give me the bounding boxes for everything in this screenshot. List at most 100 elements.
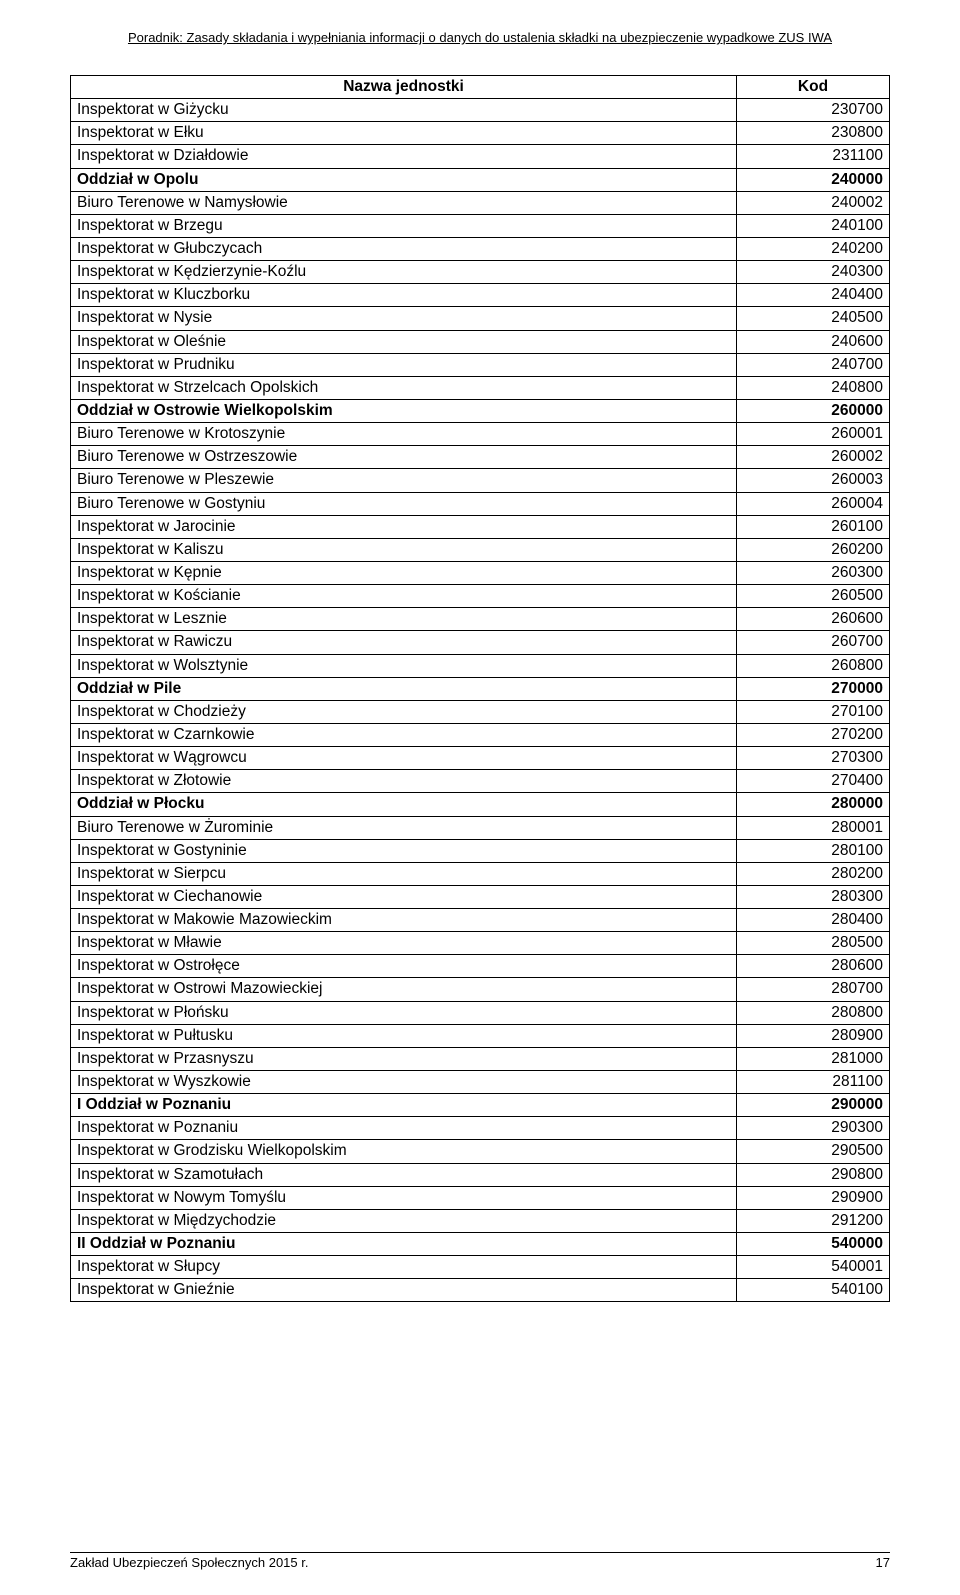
table-row: Oddział w Płocku280000 (71, 793, 890, 816)
cell-name: Inspektorat w Szamotułach (71, 1163, 737, 1186)
cell-code: 260700 (737, 631, 890, 654)
table-row: Inspektorat w Ostrołęce280600 (71, 955, 890, 978)
table-row: Inspektorat w Kaliszu260200 (71, 538, 890, 561)
table-row: Biuro Terenowe w Gostyniu260004 (71, 492, 890, 515)
footer-text: Zakład Ubezpieczeń Społecznych 2015 r. (70, 1555, 308, 1570)
cell-code: 240200 (737, 237, 890, 260)
cell-code: 291200 (737, 1209, 890, 1232)
cell-name: I Oddział w Poznaniu (71, 1094, 737, 1117)
table-row: Inspektorat w Międzychodzie291200 (71, 1209, 890, 1232)
table-row: Inspektorat w Prudniku240700 (71, 353, 890, 376)
table-header-row: Nazwa jednostki Kod (71, 76, 890, 99)
cell-name: Inspektorat w Chodzieży (71, 700, 737, 723)
cell-name: Biuro Terenowe w Namysłowie (71, 191, 737, 214)
cell-name: Biuro Terenowe w Krotoszynie (71, 423, 737, 446)
table-row: Inspektorat w Złotowie270400 (71, 770, 890, 793)
cell-code: 260100 (737, 515, 890, 538)
col-header-name: Nazwa jednostki (71, 76, 737, 99)
cell-name: Inspektorat w Pułtusku (71, 1024, 737, 1047)
page-number: 17 (876, 1555, 890, 1570)
cell-name: Inspektorat w Przasnyszu (71, 1047, 737, 1070)
table-row: Inspektorat w Strzelcach Opolskich240800 (71, 376, 890, 399)
cell-code: 240002 (737, 191, 890, 214)
table-row: Inspektorat w Jarocinie260100 (71, 515, 890, 538)
table-row: Inspektorat w Giżycku230700 (71, 99, 890, 122)
cell-code: 260000 (737, 399, 890, 422)
table-row: Oddział w Opolu240000 (71, 168, 890, 191)
table-row: Inspektorat w Nysie240500 (71, 307, 890, 330)
cell-name: Inspektorat w Prudniku (71, 353, 737, 376)
table-row: Inspektorat w Głubczycach240200 (71, 237, 890, 260)
cell-code: 540000 (737, 1233, 890, 1256)
cell-code: 240300 (737, 261, 890, 284)
cell-name: Inspektorat w Czarnkowie (71, 723, 737, 746)
table-row: Inspektorat w Chodzieży270100 (71, 700, 890, 723)
cell-name: Oddział w Opolu (71, 168, 737, 191)
cell-code: 281000 (737, 1047, 890, 1070)
units-table: Nazwa jednostki Kod Inspektorat w Giżyck… (70, 75, 890, 1302)
table-row: Inspektorat w Wyszkowie281100 (71, 1071, 890, 1094)
table-row: Inspektorat w Sierpcu280200 (71, 862, 890, 885)
table-row: Inspektorat w Działdowie231100 (71, 145, 890, 168)
table-row: Inspektorat w Mławie280500 (71, 932, 890, 955)
table-row: Inspektorat w Kościanie260500 (71, 585, 890, 608)
cell-code: 280000 (737, 793, 890, 816)
cell-name: Inspektorat w Poznaniu (71, 1117, 737, 1140)
cell-code: 280400 (737, 909, 890, 932)
cell-code: 230800 (737, 122, 890, 145)
cell-name: Inspektorat w Płońsku (71, 1001, 737, 1024)
table-row: I Oddział w Poznaniu290000 (71, 1094, 890, 1117)
cell-code: 281100 (737, 1071, 890, 1094)
cell-code: 240500 (737, 307, 890, 330)
cell-name: Inspektorat w Złotowie (71, 770, 737, 793)
page-footer: Zakład Ubezpieczeń Społecznych 2015 r. 1… (70, 1552, 890, 1570)
cell-code: 280900 (737, 1024, 890, 1047)
cell-code: 260002 (737, 446, 890, 469)
cell-name: Inspektorat w Ostrowi Mazowieckiej (71, 978, 737, 1001)
cell-code: 280700 (737, 978, 890, 1001)
cell-name: Inspektorat w Brzegu (71, 214, 737, 237)
table-row: Inspektorat w Przasnyszu281000 (71, 1047, 890, 1070)
table-row: Inspektorat w Ełku230800 (71, 122, 890, 145)
cell-name: Inspektorat w Głubczycach (71, 237, 737, 260)
cell-name: Inspektorat w Gnieźnie (71, 1279, 737, 1302)
cell-code: 290800 (737, 1163, 890, 1186)
cell-code: 540001 (737, 1256, 890, 1279)
table-row: Oddział w Ostrowie Wielkopolskim260000 (71, 399, 890, 422)
cell-code: 280500 (737, 932, 890, 955)
cell-name: Oddział w Płocku (71, 793, 737, 816)
cell-code: 260800 (737, 654, 890, 677)
table-row: Inspektorat w Wolsztynie260800 (71, 654, 890, 677)
cell-name: Inspektorat w Sierpcu (71, 862, 737, 885)
table-row: Oddział w Pile270000 (71, 677, 890, 700)
table-row: Inspektorat w Oleśnie240600 (71, 330, 890, 353)
cell-name: Inspektorat w Kluczborku (71, 284, 737, 307)
cell-code: 540100 (737, 1279, 890, 1302)
table-row: Inspektorat w Ciechanowie280300 (71, 885, 890, 908)
cell-name: Inspektorat w Oleśnie (71, 330, 737, 353)
cell-code: 240000 (737, 168, 890, 191)
cell-code: 290000 (737, 1094, 890, 1117)
table-row: Inspektorat w Rawiczu260700 (71, 631, 890, 654)
cell-name: II Oddział w Poznaniu (71, 1233, 737, 1256)
cell-code: 260600 (737, 608, 890, 631)
cell-name: Biuro Terenowe w Gostyniu (71, 492, 737, 515)
table-row: Inspektorat w Wągrowcu270300 (71, 747, 890, 770)
table-row: Inspektorat w Poznaniu290300 (71, 1117, 890, 1140)
cell-name: Inspektorat w Lesznie (71, 608, 737, 631)
table-row: Biuro Terenowe w Krotoszynie260001 (71, 423, 890, 446)
table-row: Inspektorat w Gostyninie280100 (71, 839, 890, 862)
table-row: Inspektorat w Płońsku280800 (71, 1001, 890, 1024)
table-row: Inspektorat w Ostrowi Mazowieckiej280700 (71, 978, 890, 1001)
cell-code: 280001 (737, 816, 890, 839)
table-row: Biuro Terenowe w Pleszewie260003 (71, 469, 890, 492)
cell-name: Inspektorat w Kępnie (71, 561, 737, 584)
cell-code: 260300 (737, 561, 890, 584)
cell-name: Inspektorat w Giżycku (71, 99, 737, 122)
cell-code: 270000 (737, 677, 890, 700)
cell-code: 240400 (737, 284, 890, 307)
cell-name: Inspektorat w Kędzierzynie-Koźlu (71, 261, 737, 284)
table-row: Biuro Terenowe w Namysłowie240002 (71, 191, 890, 214)
cell-name: Inspektorat w Mławie (71, 932, 737, 955)
cell-code: 260003 (737, 469, 890, 492)
